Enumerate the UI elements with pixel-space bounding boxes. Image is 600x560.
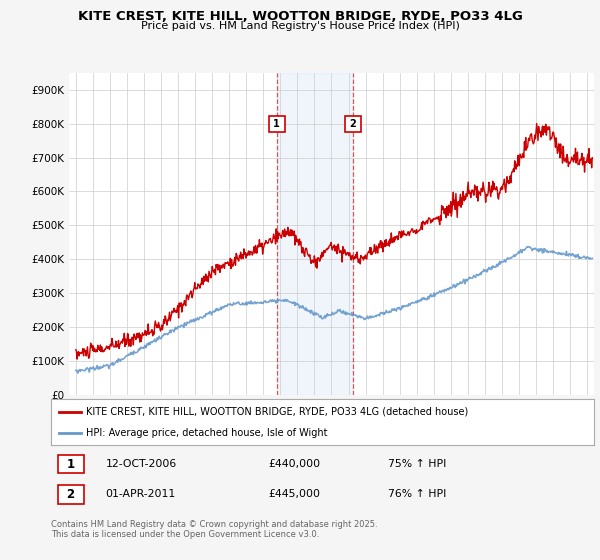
Text: 1: 1 bbox=[274, 119, 280, 129]
Bar bbox=[277, 73, 353, 395]
Text: Contains HM Land Registry data © Crown copyright and database right 2025.
This d: Contains HM Land Registry data © Crown c… bbox=[51, 520, 377, 539]
FancyBboxPatch shape bbox=[58, 486, 83, 503]
Text: £445,000: £445,000 bbox=[268, 489, 320, 500]
Text: HPI: Average price, detached house, Isle of Wight: HPI: Average price, detached house, Isle… bbox=[86, 428, 328, 438]
Text: 75% ↑ HPI: 75% ↑ HPI bbox=[388, 459, 446, 469]
Text: 1: 1 bbox=[67, 458, 74, 471]
Text: £440,000: £440,000 bbox=[268, 459, 320, 469]
Text: KITE CREST, KITE HILL, WOOTTON BRIDGE, RYDE, PO33 4LG (detached house): KITE CREST, KITE HILL, WOOTTON BRIDGE, R… bbox=[86, 407, 469, 417]
Text: 2: 2 bbox=[349, 119, 356, 129]
Text: Price paid vs. HM Land Registry's House Price Index (HPI): Price paid vs. HM Land Registry's House … bbox=[140, 21, 460, 31]
Text: 01-APR-2011: 01-APR-2011 bbox=[106, 489, 176, 500]
Text: 2: 2 bbox=[67, 488, 74, 501]
Text: 76% ↑ HPI: 76% ↑ HPI bbox=[388, 489, 446, 500]
Text: 12-OCT-2006: 12-OCT-2006 bbox=[106, 459, 176, 469]
Text: KITE CREST, KITE HILL, WOOTTON BRIDGE, RYDE, PO33 4LG: KITE CREST, KITE HILL, WOOTTON BRIDGE, R… bbox=[77, 10, 523, 23]
FancyBboxPatch shape bbox=[58, 455, 83, 473]
